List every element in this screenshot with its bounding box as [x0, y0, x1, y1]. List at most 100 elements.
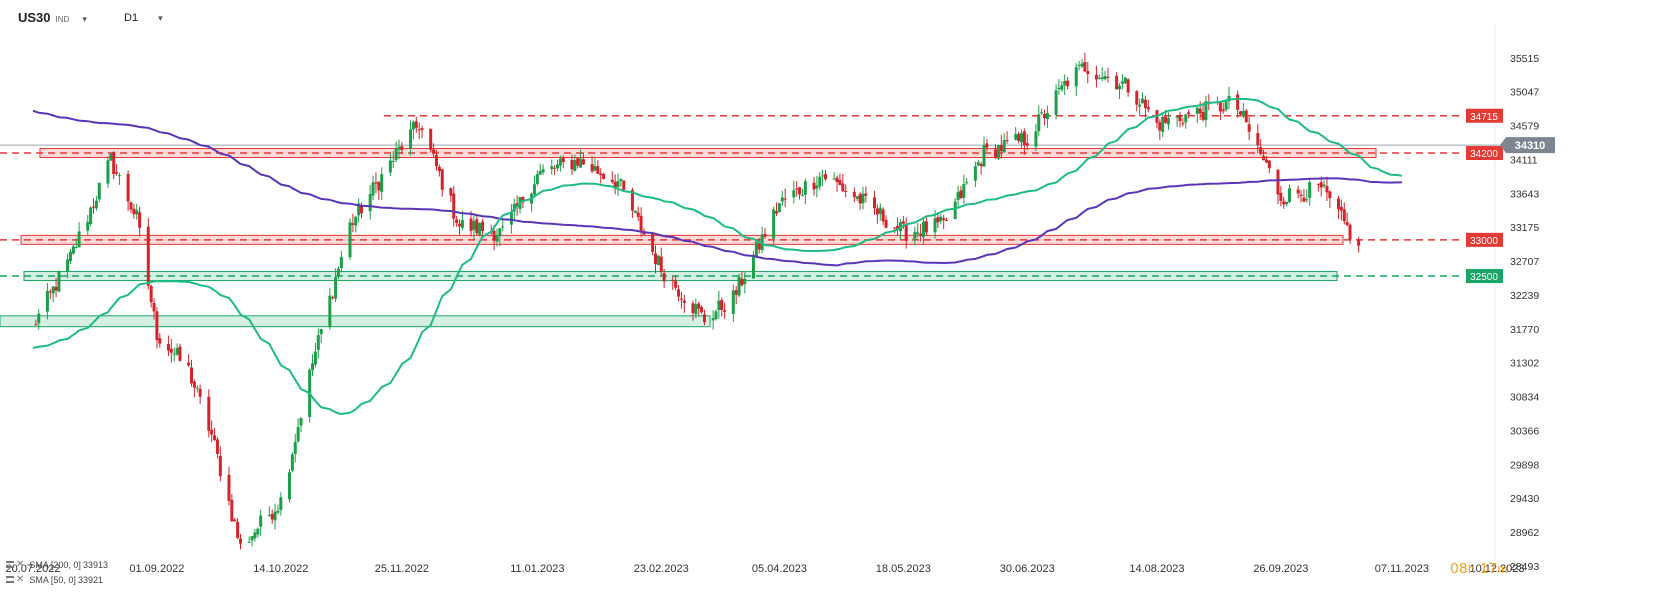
candle-body — [207, 396, 211, 431]
candle-body — [985, 143, 989, 148]
candle-body — [1086, 71, 1090, 75]
legend-sma-50: ✕ SMA [50, 0] 33921 — [6, 574, 103, 585]
candle-body — [481, 221, 485, 231]
candle-body — [1296, 189, 1300, 194]
candle-body — [115, 172, 119, 174]
candle-timer: 08h 17m — [1450, 560, 1508, 577]
candle-body — [576, 158, 580, 166]
candle-body — [1282, 201, 1286, 205]
candle-body — [68, 251, 72, 262]
candle-body — [195, 387, 199, 389]
candle-body — [1262, 156, 1266, 161]
candle-body — [875, 208, 879, 215]
x-tick-label: 20.07.2022 — [5, 563, 60, 575]
y-tick-label: 34111 — [1510, 154, 1538, 166]
timeframe-selector[interactable]: D1 ▾ — [124, 12, 163, 24]
candle-body — [1319, 182, 1323, 188]
symbol-selector[interactable]: US30 IND ▾ — [18, 10, 87, 25]
y-tick-label: 31770 — [1510, 324, 1539, 336]
candle-body — [777, 203, 781, 213]
candle-body — [731, 290, 735, 314]
candle-body — [976, 162, 980, 166]
candle-body — [48, 291, 52, 293]
candle-body — [256, 528, 260, 535]
candle-body — [832, 178, 836, 180]
symbol-type: IND — [55, 15, 70, 24]
candle-body — [1094, 74, 1098, 80]
x-tick-label: 01.09.2022 — [129, 563, 184, 575]
y-tick-label: 29898 — [1510, 459, 1539, 471]
level-tag-34200 — [1466, 146, 1503, 161]
sma-200-line — [32, 109, 1402, 267]
candle-body — [800, 195, 804, 197]
candle-body — [37, 313, 41, 324]
candle-body — [754, 241, 758, 257]
level-tag-32500 — [1466, 269, 1503, 284]
candle-body — [939, 216, 943, 222]
candle-body — [475, 219, 479, 234]
chevron-down-icon: ▾ — [82, 14, 87, 24]
close-icon[interactable]: ✕ — [16, 574, 25, 585]
candle-body — [1138, 104, 1142, 107]
close-icon[interactable]: ✕ — [16, 559, 25, 570]
candle-body — [1063, 80, 1067, 86]
y-tick-label: 35047 — [1510, 87, 1539, 99]
candle-body — [581, 159, 585, 165]
candle-body — [616, 181, 620, 187]
candle-body — [881, 209, 885, 222]
candle-body — [1339, 206, 1343, 211]
candle-body — [838, 180, 842, 185]
candle-body — [1083, 62, 1087, 72]
candle-body — [158, 338, 162, 344]
candle-body — [714, 311, 718, 319]
candle-body — [1141, 98, 1145, 104]
candle-body — [1285, 201, 1289, 205]
candle-body — [192, 381, 196, 388]
candle-body — [397, 146, 401, 150]
candle-body — [1034, 131, 1038, 147]
candle-body — [250, 536, 254, 541]
candle-body — [818, 176, 822, 187]
candle-body — [336, 268, 340, 277]
current-price-tag — [1500, 137, 1555, 154]
symbol-name: US30 — [18, 10, 51, 25]
candle-body — [700, 307, 704, 313]
support-zone-lower — [0, 315, 711, 328]
candle-body — [129, 202, 133, 210]
candle-body — [238, 538, 242, 544]
candle-body — [357, 203, 361, 216]
candle-body — [630, 189, 634, 211]
candle-body — [1037, 114, 1041, 132]
candle-body — [455, 219, 459, 223]
x-tick-label: 30.06.2023 — [1000, 563, 1055, 575]
candle-body — [541, 169, 545, 173]
y-tick-label: 31302 — [1510, 358, 1539, 370]
candle-body — [556, 164, 560, 169]
candle-body — [1181, 123, 1185, 125]
candle-body — [1115, 75, 1119, 90]
candle-body — [498, 228, 502, 237]
candle-body — [1322, 184, 1326, 187]
settings-icon[interactable] — [6, 576, 14, 583]
candle-body — [1247, 124, 1251, 132]
candle-body — [149, 285, 153, 303]
candle-body — [636, 212, 640, 217]
candle-body — [864, 193, 868, 196]
candle-body — [651, 233, 655, 252]
candle-body — [694, 304, 698, 315]
candle-body — [653, 253, 657, 265]
candle-body — [1123, 77, 1127, 84]
candle-body — [1146, 107, 1150, 110]
candle-body — [763, 233, 767, 237]
level-tag-label-32500: 32500 — [1470, 272, 1498, 283]
candle-body — [155, 311, 159, 341]
candle-body — [1221, 109, 1225, 112]
candle-body — [904, 224, 908, 241]
settings-icon[interactable] — [6, 561, 14, 568]
x-tick-label: 14.10.2022 — [253, 563, 308, 575]
candle-body — [351, 223, 355, 225]
candle-body — [679, 298, 683, 300]
candle-body — [1057, 87, 1061, 90]
candle-body — [380, 174, 384, 192]
